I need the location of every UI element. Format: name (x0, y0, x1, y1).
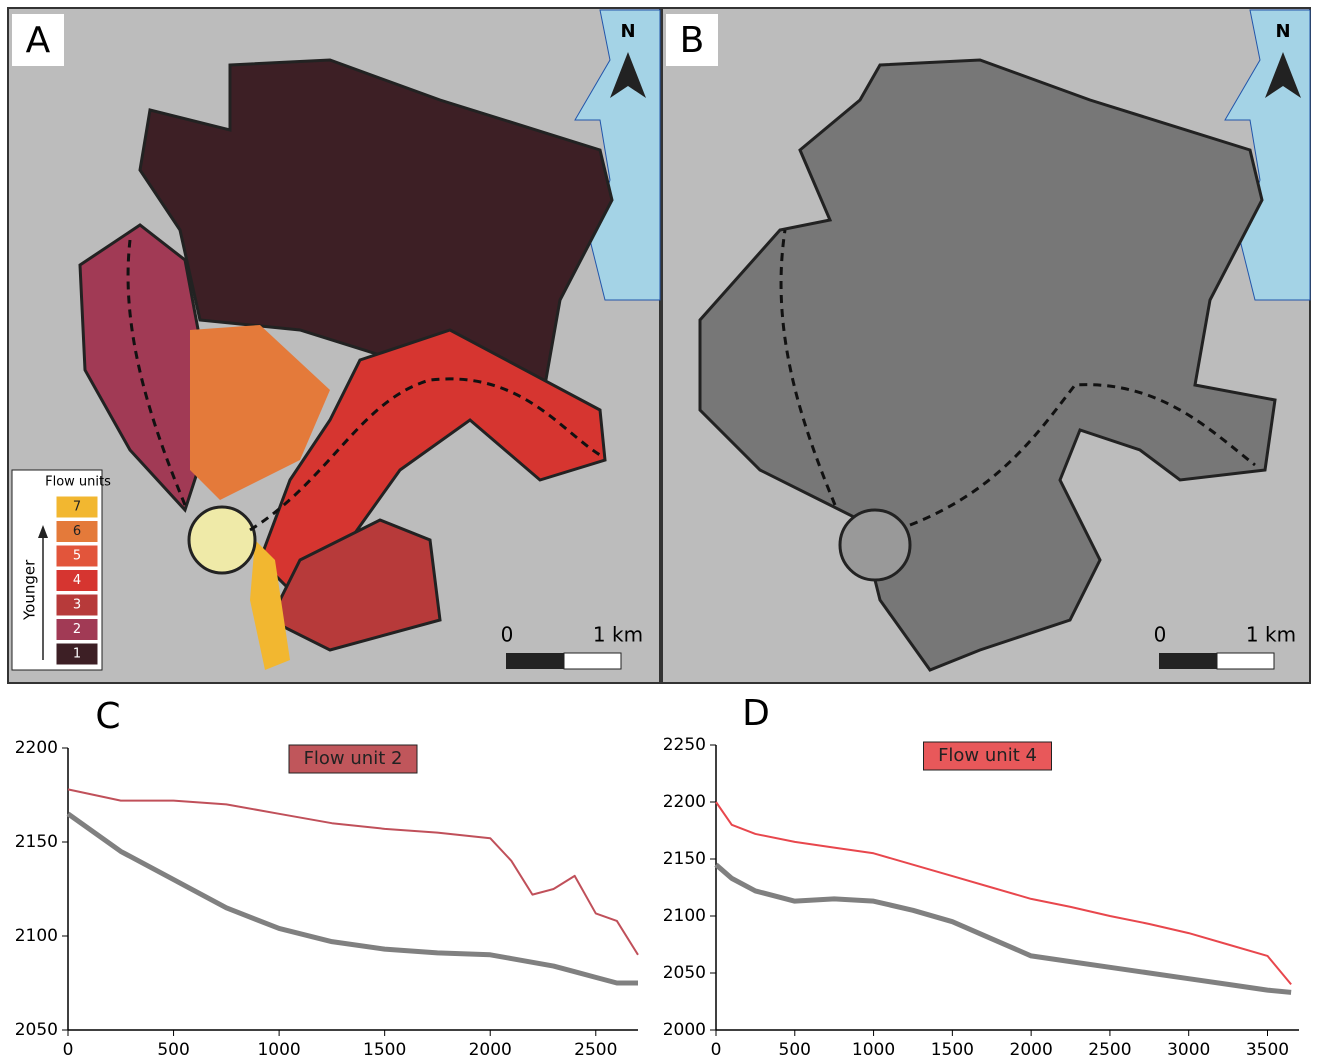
legend-label: 6 (73, 524, 81, 539)
legend-label: 2 (73, 622, 81, 637)
series-line (68, 789, 638, 954)
scale-label: 1 km (593, 623, 643, 647)
legend-label: 5 (73, 549, 81, 564)
series-line (716, 865, 1291, 993)
x-tick-label: 1500 (931, 1040, 974, 1060)
x-tick-label: 3000 (1167, 1040, 1210, 1060)
legend-arrow-label: Younger (21, 559, 39, 621)
x-tick-label: 500 (157, 1040, 189, 1060)
north-label: N (620, 21, 635, 42)
legend-items: 7 6 5 4 3 2 1 (56, 496, 98, 665)
panel-label: A (26, 20, 51, 61)
panel-label: D (742, 693, 770, 734)
legend-label: 4 (73, 573, 81, 588)
scale-bar (506, 653, 564, 669)
legend-label: 3 (73, 598, 81, 613)
scale-bar (564, 653, 621, 669)
scale-bar (1217, 653, 1274, 669)
map-a: A N 0 1 km Flow units Younger 7 6 5 4 3 2 1 (8, 8, 660, 683)
x-tick-label: 500 (779, 1040, 811, 1060)
scale-label: 1 km (1246, 623, 1296, 647)
y-tick-label: 2000 (663, 1020, 706, 1040)
y-tick-label: 2100 (663, 906, 706, 926)
cone (840, 510, 910, 580)
x-tick-label: 0 (711, 1040, 722, 1060)
x-tick-label: 2000 (469, 1040, 512, 1060)
x-tick-label: 0 (63, 1040, 74, 1060)
scale-bar (1159, 653, 1217, 669)
y-tick-label: 2050 (663, 963, 706, 983)
x-tick-label: 1000 (257, 1040, 300, 1060)
panel-label: C (95, 696, 120, 737)
y-tick-label: 2150 (663, 849, 706, 869)
series-line (68, 814, 638, 983)
panel-label: B (680, 20, 705, 61)
chart-title: Flow unit 2 (304, 748, 403, 769)
scale-label: 0 (1154, 623, 1167, 647)
scale-label: 0 (501, 623, 514, 647)
y-tick-label: 2200 (663, 792, 706, 812)
y-tick-label: 2100 (15, 926, 58, 946)
x-tick-label: 2500 (574, 1040, 617, 1060)
y-tick-label: 2150 (15, 832, 58, 852)
legend-label: 7 (73, 500, 81, 515)
cone (189, 507, 255, 573)
x-tick-label: 2000 (1010, 1040, 1053, 1060)
legend-title: Flow units (45, 475, 111, 490)
x-tick-label: 1500 (363, 1040, 406, 1060)
map-b: B N 0 1 km (662, 8, 1310, 683)
figure: A N 0 1 km Flow units Younger 7 6 5 4 3 2 1 B … (0, 0, 1317, 1063)
x-tick-label: 1000 (852, 1040, 895, 1060)
x-tick-label: 2500 (1088, 1040, 1131, 1060)
y-tick-label: 2050 (15, 1020, 58, 1040)
y-tick-label: 2250 (663, 735, 706, 755)
series-line (716, 802, 1291, 984)
north-label: N (1275, 21, 1290, 42)
y-tick-label: 2200 (15, 738, 58, 758)
legend-label: 1 (73, 647, 81, 662)
chart-title: Flow unit 4 (938, 745, 1037, 766)
x-tick-label: 3500 (1246, 1040, 1289, 1060)
